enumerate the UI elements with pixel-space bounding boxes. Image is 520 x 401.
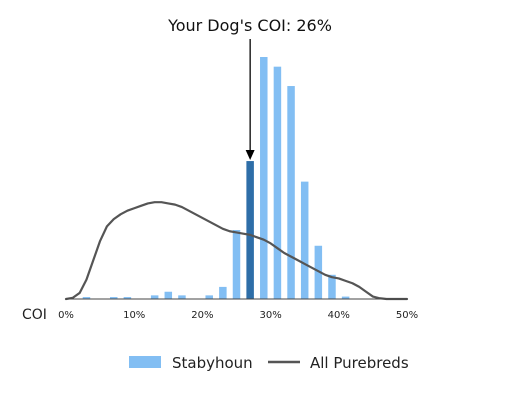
bar-highlighted xyxy=(246,161,254,299)
all-purebreds-line xyxy=(64,201,409,301)
bar xyxy=(300,181,309,299)
bar xyxy=(109,297,118,299)
x-tick-label: 20% xyxy=(191,310,213,321)
x-tick-label: 30% xyxy=(259,310,281,321)
highlight-marker xyxy=(245,39,255,161)
bar xyxy=(273,66,282,300)
x-axis-ticks: 0% 10% 20% 30% 40% 50% xyxy=(58,310,418,321)
bar xyxy=(205,295,213,299)
bar xyxy=(232,230,241,299)
bar xyxy=(82,297,91,299)
x-tick-label: 0% xyxy=(58,310,74,321)
legend-swatch-stabyhoun xyxy=(129,356,161,368)
bar xyxy=(164,291,173,299)
legend-label-stabyhoun: Stabyhoun xyxy=(172,354,253,372)
x-tick-label: 40% xyxy=(328,310,350,321)
all-purebreds-line-group xyxy=(64,201,409,301)
x-tick-label: 10% xyxy=(123,310,145,321)
bar xyxy=(328,274,336,299)
bar xyxy=(219,286,227,299)
x-tick-label: 50% xyxy=(396,310,418,321)
marker-arrow-head xyxy=(245,150,255,161)
legend-label-all-purebreds: All Purebreds xyxy=(310,354,409,372)
bar xyxy=(123,297,132,299)
bar xyxy=(260,57,268,299)
x-axis-label: COI xyxy=(22,307,47,323)
bar xyxy=(178,295,186,299)
stabyhoun-bars xyxy=(82,57,350,300)
legend: Stabyhoun All Purebreds xyxy=(129,354,409,372)
bar xyxy=(341,296,350,299)
chart-title: Your Dog's COI: 26% xyxy=(167,16,332,35)
bar xyxy=(287,86,295,299)
bar xyxy=(150,295,159,299)
